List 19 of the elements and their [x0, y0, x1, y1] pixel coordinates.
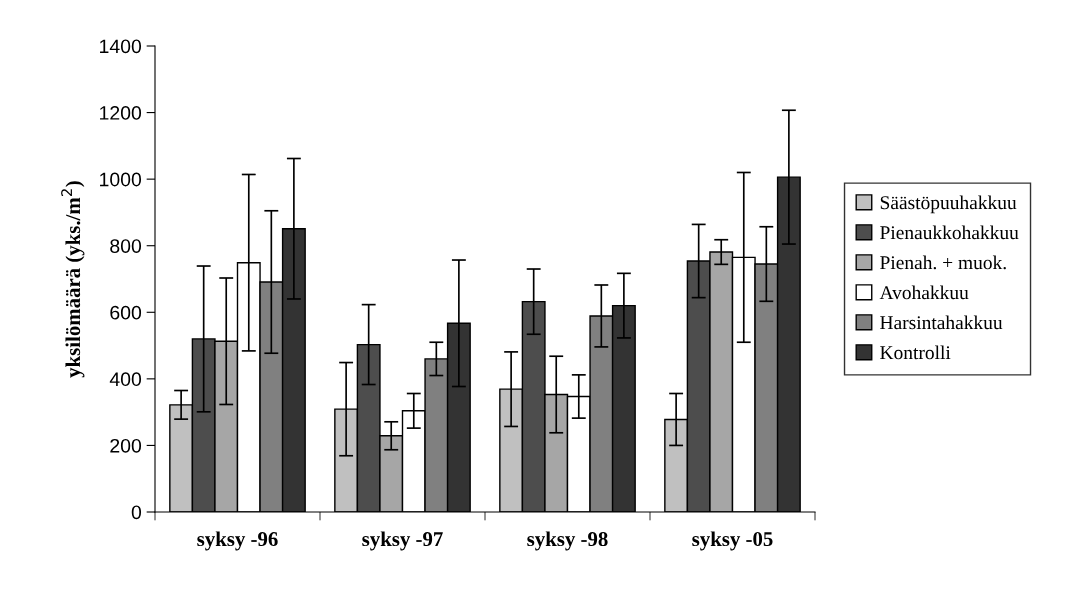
legend-label: Harsintahakkuu: [880, 315, 1003, 330]
x-tick-label: syksy -97: [362, 531, 443, 551]
y-tick-label: 400: [109, 372, 142, 387]
y-tick-label: 1000: [100, 172, 142, 187]
y-tick-label: 800: [110, 239, 142, 253]
y-tick-label: 1200: [100, 106, 142, 120]
legend-label: Säästöpuuhakkuu: [880, 195, 1017, 214]
legend-label: Kontrolli: [880, 345, 951, 360]
y-tick-label: 200: [110, 438, 142, 453]
legend-label: Pienaukkohakkuu: [880, 225, 1019, 240]
y-tick-label: 1400: [100, 39, 142, 54]
legend-label: Pienah. + muok.: [880, 255, 1006, 270]
y-tick-label: 0: [131, 505, 142, 520]
y-tick-label: 600: [110, 305, 142, 320]
y-axis-title: yksilömäärä (yks./m$^{2}$): [61, 181, 85, 378]
x-tick-label: syksy -05: [692, 531, 773, 551]
legend-label: Avohakkuu: [879, 285, 969, 300]
x-tick-label: syksy -98: [527, 531, 608, 551]
x-tick-label: syksy -96: [197, 531, 278, 551]
